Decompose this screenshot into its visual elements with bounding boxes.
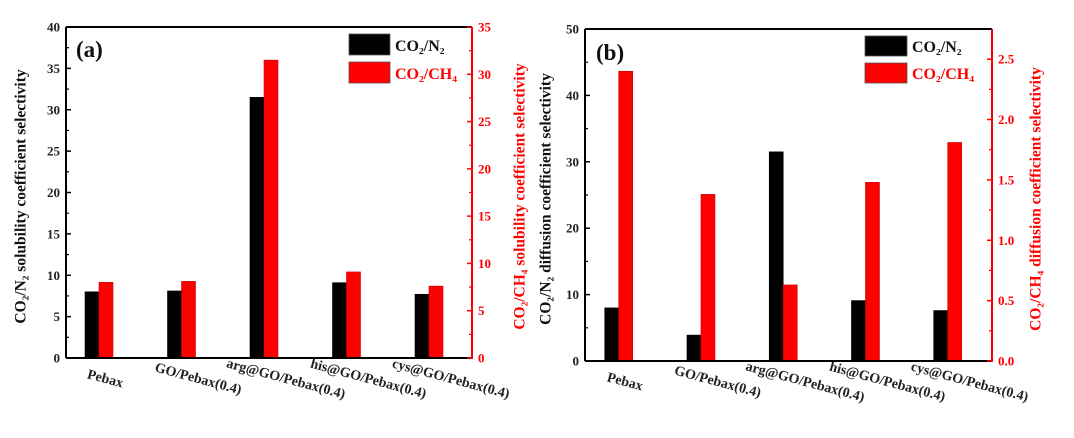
bar-co2-n2 xyxy=(167,290,182,359)
bar-co2-n2 xyxy=(686,334,702,362)
y-tick-label-right: 2.0 xyxy=(998,112,1014,127)
y-tick-label-right: 15 xyxy=(478,209,492,224)
legend-swatch-co2-n2 xyxy=(864,35,908,57)
y-tick-label-left: 35 xyxy=(47,61,61,76)
y-tick-label-right: 1.5 xyxy=(998,172,1015,187)
bar-co2-ch4 xyxy=(428,285,444,359)
bar-co2-n2 xyxy=(933,310,949,362)
bar-co2-n2 xyxy=(604,307,620,362)
legend: CO₂/N₂ CO₂/CH₄ xyxy=(348,33,457,84)
bar-co2-n2 xyxy=(84,291,100,359)
y-axis-title-left: CO₂/N₂ solubility coefficient selectivit… xyxy=(13,69,30,323)
y-tick-label-right: 0.5 xyxy=(998,293,1015,308)
y-tick-label-left: 10 xyxy=(566,287,579,302)
bar-co2-ch4 xyxy=(98,282,114,359)
bar-co2-n2 xyxy=(414,293,430,359)
panel-label: (b) xyxy=(596,40,624,65)
legend-label: CO₂/N₂ xyxy=(395,38,445,55)
y-axis-title-right: CO₂/CH₄ diffusion coefficient selectivit… xyxy=(1028,67,1045,331)
y-tick-label-right: 20 xyxy=(478,161,491,176)
bar-co2-ch4 xyxy=(700,194,716,362)
y-tick-label-right: 35 xyxy=(478,20,492,35)
legend-label: CO₂/N₂ xyxy=(912,39,962,56)
y-tick-label-left: 50 xyxy=(566,22,579,37)
legend-swatch-co2-ch4 xyxy=(864,62,908,84)
y-tick-label-right: 10 xyxy=(478,256,491,271)
bar-co2-ch4 xyxy=(865,182,880,362)
y-tick-label-right: 25 xyxy=(478,114,492,129)
y-tick-label-left: 10 xyxy=(47,268,60,283)
y-tick-label-right: 0 xyxy=(478,351,485,366)
y-tick-label-left: 20 xyxy=(47,185,60,200)
y-tick-label-right: 2.5 xyxy=(998,52,1015,67)
legend-label: CO₂/CH₄ xyxy=(395,66,457,83)
y-tick-label-left: 0 xyxy=(573,354,580,369)
legend-swatch-co2-n2 xyxy=(348,33,391,56)
y-tick-label-right: 5 xyxy=(478,303,485,318)
y-axis-title-left: CO₂/N₂ diffusion coefficient selectivity xyxy=(538,73,555,325)
y-tick-label-left: 5 xyxy=(54,309,61,324)
y-tick-label-left: 25 xyxy=(47,144,61,159)
legend-swatch-co2-ch4 xyxy=(348,61,391,84)
legend: CO₂/N₂ CO₂/CH₄ xyxy=(864,35,974,84)
x-tick-label: Pebax xyxy=(605,370,644,394)
bar-co2-ch4 xyxy=(263,59,279,359)
y-tick-label-left: 30 xyxy=(47,102,60,117)
bar-co2-ch4 xyxy=(181,281,196,359)
bar-co2-ch4 xyxy=(618,70,634,362)
bar-co2-n2 xyxy=(768,151,784,362)
y-tick-label-left: 40 xyxy=(566,88,579,103)
legend-label: CO₂/CH₄ xyxy=(912,66,974,83)
y-axis-title-right: CO₂/CH₄ solubility coefficient selectivi… xyxy=(512,63,529,330)
x-tick-label: Pebax xyxy=(86,367,125,391)
panel-label: (a) xyxy=(76,37,103,62)
y-tick-label-left: 40 xyxy=(47,20,60,35)
bar-co2-n2 xyxy=(249,97,265,359)
y-tick-label-left: 30 xyxy=(566,154,579,169)
bar-co2-ch4 xyxy=(346,271,361,359)
y-tick-label-left: 20 xyxy=(566,221,579,236)
bar-co2-n2 xyxy=(332,282,347,359)
bar-co2-ch4 xyxy=(947,142,963,362)
bar-co2-n2 xyxy=(851,300,866,362)
y-tick-label-right: 1.0 xyxy=(998,233,1014,248)
bar-co2-ch4 xyxy=(782,284,798,362)
chart-panel-a: Pebax GO/Pebax(0.4)arg@GO/Pebax(0.4)his@G… xyxy=(13,20,529,403)
y-tick-label-right: 30 xyxy=(478,67,491,82)
y-tick-label-right: 0.0 xyxy=(998,354,1014,369)
y-tick-label-left: 15 xyxy=(47,226,61,241)
chart-panel-b: Pebax GO/Pebax(0.4)arg@GO/Pebax(0.4)his@G… xyxy=(538,22,1045,406)
y-tick-label-left: 0 xyxy=(54,351,61,366)
